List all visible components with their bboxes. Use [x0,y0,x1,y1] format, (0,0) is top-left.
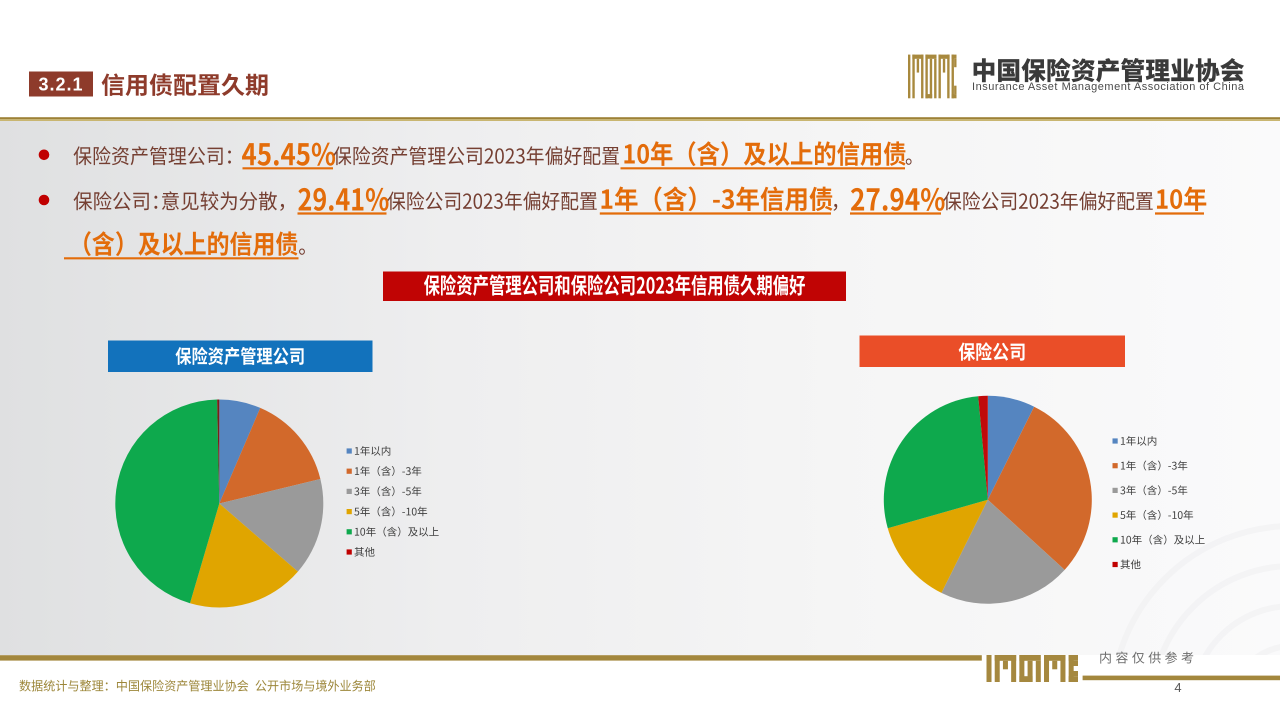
svg-text:3.2.1: 3.2.1 [38,75,83,95]
svg-text:Insurance Asset Management Ass: Insurance Asset Management Association o… [972,81,1245,93]
svg-text:4: 4 [1174,680,1181,695]
